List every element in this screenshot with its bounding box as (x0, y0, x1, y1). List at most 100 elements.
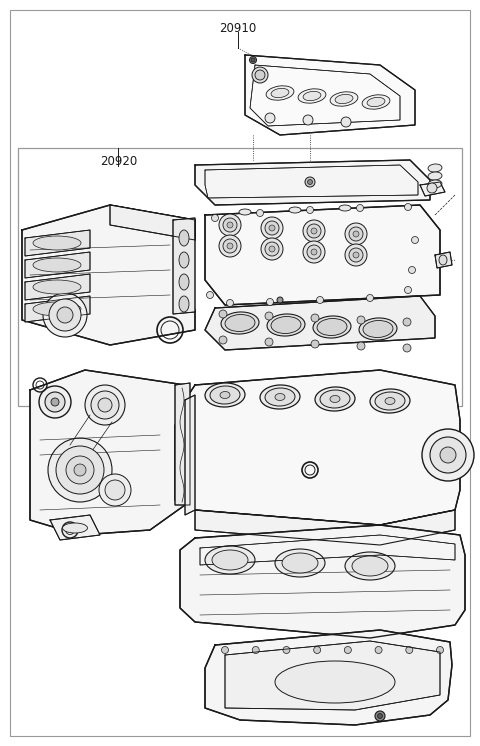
Ellipse shape (352, 556, 388, 576)
Ellipse shape (267, 314, 305, 336)
Polygon shape (30, 370, 185, 535)
Circle shape (311, 249, 317, 255)
Circle shape (39, 386, 71, 418)
Ellipse shape (330, 395, 340, 403)
Circle shape (269, 246, 275, 252)
Circle shape (408, 266, 416, 274)
Polygon shape (185, 395, 195, 515)
Circle shape (223, 239, 237, 253)
Circle shape (367, 295, 373, 301)
Ellipse shape (179, 252, 189, 268)
Ellipse shape (385, 398, 395, 404)
Circle shape (344, 647, 351, 653)
Ellipse shape (265, 388, 295, 406)
Circle shape (48, 438, 112, 502)
Circle shape (261, 217, 283, 239)
Circle shape (49, 299, 81, 331)
Bar (18, 148, 462, 406)
Circle shape (427, 183, 437, 193)
Circle shape (261, 238, 283, 260)
Ellipse shape (320, 390, 350, 408)
Circle shape (265, 113, 275, 123)
Polygon shape (185, 370, 460, 525)
Polygon shape (195, 510, 455, 545)
Polygon shape (25, 252, 90, 278)
Ellipse shape (282, 553, 318, 573)
Ellipse shape (260, 385, 300, 409)
Ellipse shape (179, 274, 189, 290)
Polygon shape (205, 205, 440, 305)
Polygon shape (25, 296, 90, 322)
Circle shape (56, 446, 104, 494)
Ellipse shape (339, 205, 351, 211)
Circle shape (223, 218, 237, 232)
Ellipse shape (212, 550, 248, 570)
Circle shape (311, 314, 319, 322)
Polygon shape (195, 160, 430, 205)
Ellipse shape (179, 296, 189, 312)
Circle shape (357, 342, 365, 350)
Ellipse shape (375, 392, 405, 410)
Circle shape (91, 391, 119, 419)
Ellipse shape (428, 164, 442, 172)
Circle shape (66, 456, 94, 484)
Circle shape (303, 241, 325, 263)
Circle shape (283, 647, 290, 653)
Circle shape (411, 236, 419, 243)
Ellipse shape (205, 546, 255, 574)
Circle shape (341, 117, 351, 127)
Polygon shape (225, 641, 440, 710)
Circle shape (353, 252, 359, 258)
Polygon shape (110, 205, 195, 240)
Polygon shape (22, 205, 195, 345)
Circle shape (206, 292, 214, 298)
Circle shape (51, 398, 59, 406)
Circle shape (219, 235, 241, 257)
Circle shape (256, 210, 264, 216)
Ellipse shape (303, 91, 321, 101)
Circle shape (349, 227, 363, 241)
Circle shape (308, 180, 312, 184)
Ellipse shape (359, 318, 397, 340)
Circle shape (375, 711, 385, 721)
Polygon shape (175, 383, 190, 505)
Polygon shape (25, 230, 90, 256)
Ellipse shape (370, 389, 410, 413)
Ellipse shape (275, 661, 395, 703)
Circle shape (227, 243, 233, 249)
Circle shape (227, 299, 233, 307)
Polygon shape (25, 274, 90, 300)
Circle shape (252, 67, 268, 83)
Circle shape (436, 647, 444, 653)
Ellipse shape (62, 523, 87, 533)
Circle shape (375, 647, 382, 653)
Ellipse shape (428, 180, 442, 188)
Circle shape (405, 204, 411, 210)
Circle shape (357, 204, 363, 212)
Polygon shape (245, 55, 415, 135)
Circle shape (255, 70, 265, 80)
Circle shape (219, 214, 241, 236)
Circle shape (311, 228, 317, 234)
Circle shape (250, 57, 256, 63)
Circle shape (212, 215, 218, 222)
Ellipse shape (313, 316, 351, 338)
Circle shape (307, 224, 321, 238)
Ellipse shape (33, 302, 81, 316)
Circle shape (227, 222, 233, 228)
Polygon shape (50, 515, 100, 540)
Circle shape (105, 480, 125, 500)
Polygon shape (205, 630, 452, 725)
Circle shape (316, 296, 324, 304)
Ellipse shape (428, 172, 442, 180)
Ellipse shape (362, 95, 390, 109)
Ellipse shape (275, 549, 325, 577)
Text: 20910: 20910 (219, 22, 257, 35)
Circle shape (353, 231, 359, 237)
Circle shape (265, 221, 279, 235)
Circle shape (99, 474, 131, 506)
Circle shape (403, 344, 411, 352)
Ellipse shape (439, 255, 447, 265)
Ellipse shape (298, 89, 326, 103)
Ellipse shape (367, 98, 385, 107)
